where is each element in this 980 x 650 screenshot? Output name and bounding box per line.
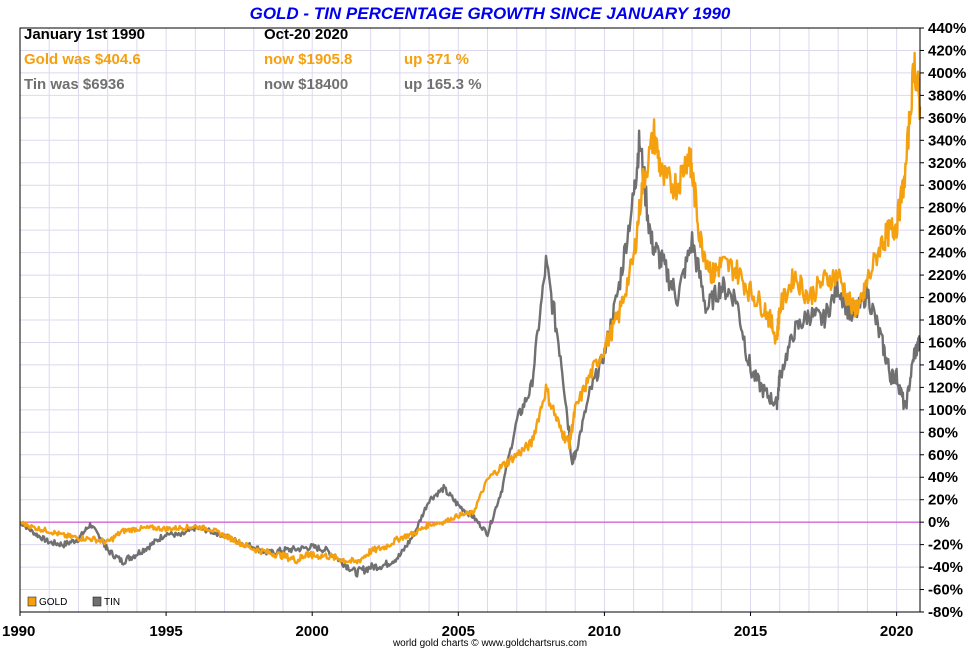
- y-tick-label: 0%: [928, 514, 950, 531]
- y-tick-label: 400%: [928, 65, 966, 82]
- y-tick-label: 280%: [928, 200, 966, 217]
- chart-title: GOLD - TIN PERCENTAGE GROWTH SINCE JANUA…: [250, 4, 731, 23]
- header-tin-change: up 165.3 %: [404, 76, 482, 93]
- y-tick-label: 360%: [928, 110, 966, 127]
- header-start-date: January 1st 1990: [24, 26, 145, 43]
- y-tick-label: 220%: [928, 267, 966, 284]
- y-tick-label: 20%: [928, 492, 958, 509]
- credit-text: world gold charts © www.goldchartsrus.co…: [392, 638, 587, 649]
- header-gold-was: Gold was $404.6: [24, 51, 141, 68]
- y-tick-label: 160%: [928, 334, 966, 351]
- y-tick-label: 300%: [928, 177, 966, 194]
- header-tin-now: now $18400: [264, 76, 348, 93]
- y-tick-label: 340%: [928, 132, 966, 149]
- x-tick-label: 1995: [149, 623, 182, 640]
- series-layer: [19, 51, 922, 578]
- y-tick-label: 240%: [928, 245, 966, 262]
- y-tick-label: 260%: [928, 222, 966, 239]
- y-tick-label: 80%: [928, 424, 958, 441]
- y-tick-label: -20%: [928, 537, 963, 554]
- header-gold-change: up 371 %: [404, 51, 469, 68]
- y-tick-label: 140%: [928, 357, 966, 374]
- y-tick-label: 120%: [928, 379, 966, 396]
- y-tick-label: 420%: [928, 42, 966, 59]
- x-axis-ticks: 1990 1995 2000 2005 2010 2015 2020: [2, 612, 913, 640]
- x-tick-label: 2010: [588, 623, 621, 640]
- header-gold-now: now $1905.8: [264, 51, 352, 68]
- legend: GOLD TIN: [27, 596, 120, 608]
- y-tick-label: -40%: [928, 559, 963, 576]
- x-tick-label: 2020: [880, 623, 913, 640]
- header-end-date: Oct-20 2020: [264, 26, 348, 43]
- header-tin-was: Tin was $6936: [24, 76, 125, 93]
- y-tick-label: 440%: [928, 20, 966, 37]
- y-tick-label: 180%: [928, 312, 966, 329]
- y-tick-label: 40%: [928, 469, 958, 486]
- y-tick-label: 380%: [928, 87, 966, 104]
- x-tick-label: 1990: [2, 623, 35, 640]
- y-tick-label: -60%: [928, 582, 963, 599]
- y-tick-label: -80%: [928, 604, 963, 621]
- series-line-gold: [19, 51, 922, 565]
- series-line-tin: [19, 129, 922, 578]
- y-axis-ticks: 440% 420% 400% 380% 360% 340% 320% 300% 280% 260%…: [920, 20, 966, 621]
- legend-label-gold: GOLD: [39, 597, 67, 608]
- legend-label-tin: TIN: [104, 597, 120, 608]
- y-tick-label: 100%: [928, 402, 966, 419]
- x-tick-label: 2000: [296, 623, 329, 640]
- y-tick-label: 60%: [928, 447, 958, 464]
- legend-swatch-tin: [92, 596, 102, 607]
- y-tick-label: 320%: [928, 155, 966, 172]
- x-tick-label: 2005: [442, 623, 475, 640]
- x-tick-label: 2015: [734, 623, 767, 640]
- y-tick-label: 200%: [928, 290, 966, 307]
- legend-swatch-gold: [27, 596, 37, 607]
